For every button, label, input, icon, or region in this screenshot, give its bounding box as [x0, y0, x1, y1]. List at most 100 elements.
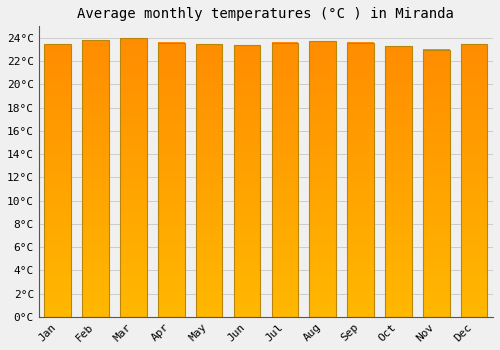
Bar [385, 215, 411, 217]
Bar [234, 126, 260, 128]
Bar [385, 200, 411, 202]
Bar [348, 211, 374, 212]
Bar [120, 60, 146, 62]
Bar [82, 205, 109, 206]
Bar [348, 184, 374, 185]
Bar [44, 205, 71, 206]
Bar [272, 78, 298, 79]
Bar [461, 105, 487, 106]
Bar [272, 155, 298, 156]
Bar [234, 268, 260, 269]
Bar [310, 278, 336, 280]
Bar [158, 108, 184, 110]
Bar [158, 210, 184, 211]
Bar [196, 85, 222, 86]
Bar [461, 142, 487, 143]
Bar [44, 119, 71, 120]
Bar [348, 302, 374, 303]
Bar [120, 258, 146, 260]
Bar [234, 118, 260, 120]
Bar [385, 257, 411, 259]
Bar [272, 308, 298, 310]
Bar [44, 50, 71, 52]
Bar [196, 284, 222, 285]
Bar [120, 193, 146, 194]
Bar [120, 45, 146, 46]
Bar [461, 145, 487, 146]
Bar [120, 234, 146, 236]
Bar [234, 246, 260, 247]
Bar [196, 175, 222, 176]
Bar [272, 229, 298, 230]
Bar [423, 242, 450, 243]
Bar [461, 83, 487, 85]
Bar [272, 247, 298, 248]
Bar [234, 231, 260, 232]
Bar [158, 187, 184, 188]
Bar [310, 282, 336, 284]
Bar [120, 88, 146, 90]
Bar [348, 93, 374, 95]
Bar [44, 254, 71, 256]
Bar [234, 307, 260, 309]
Bar [348, 230, 374, 232]
Bar [158, 298, 184, 299]
Bar [120, 110, 146, 112]
Bar [385, 88, 411, 89]
Bar [82, 279, 109, 281]
Bar [196, 251, 222, 253]
Bar [348, 306, 374, 307]
Bar [461, 175, 487, 176]
Bar [348, 258, 374, 259]
Bar [120, 228, 146, 229]
Bar [272, 292, 298, 294]
Bar [120, 311, 146, 313]
Bar [423, 65, 450, 67]
Bar [234, 239, 260, 241]
Bar [461, 108, 487, 109]
Bar [196, 179, 222, 180]
Bar [44, 225, 71, 227]
Bar [196, 86, 222, 88]
Bar [423, 294, 450, 295]
Bar [158, 62, 184, 63]
Bar [461, 170, 487, 172]
Bar [461, 209, 487, 210]
Bar [461, 176, 487, 177]
Bar [385, 228, 411, 229]
Bar [423, 154, 450, 155]
Bar [82, 120, 109, 122]
Bar [82, 313, 109, 314]
Bar [385, 239, 411, 241]
Bar [158, 258, 184, 259]
Bar [44, 55, 71, 56]
Bar [348, 149, 374, 151]
Bar [120, 166, 146, 168]
Bar [348, 60, 374, 62]
Bar [234, 58, 260, 60]
Bar [310, 51, 336, 52]
Bar [348, 295, 374, 296]
Bar [44, 83, 71, 85]
Bar [120, 126, 146, 127]
Bar [461, 248, 487, 250]
Bar [196, 304, 222, 306]
Bar [348, 130, 374, 132]
Bar [348, 277, 374, 278]
Bar [234, 111, 260, 113]
Bar [44, 186, 71, 187]
Bar [44, 155, 71, 157]
Bar [348, 310, 374, 311]
Bar [234, 71, 260, 72]
Bar [310, 87, 336, 88]
Bar [423, 51, 450, 52]
Bar [158, 267, 184, 269]
Bar [272, 99, 298, 100]
Bar [272, 45, 298, 47]
Bar [196, 89, 222, 90]
Bar [158, 207, 184, 209]
Bar [120, 212, 146, 214]
Bar [82, 125, 109, 126]
Bar [196, 191, 222, 193]
Bar [234, 276, 260, 277]
